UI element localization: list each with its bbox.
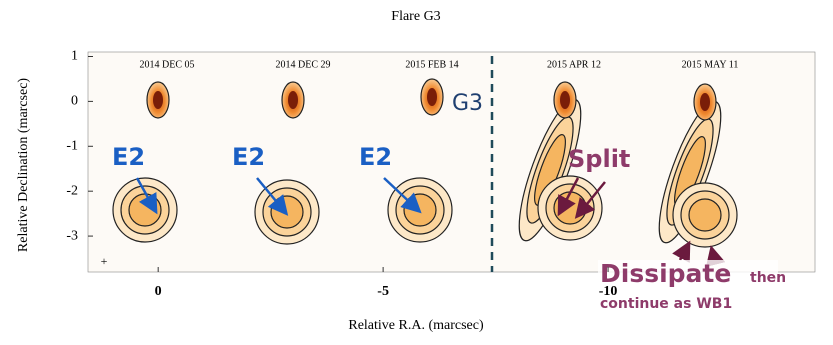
y-tick-label: 1	[71, 49, 78, 64]
y-tick-label: -3	[66, 228, 78, 243]
x-tick-label: -5	[377, 284, 389, 299]
x-tick-label: 0	[155, 284, 162, 299]
contour	[688, 198, 722, 232]
panel-date: 2015 MAY 11	[682, 59, 739, 70]
chart-title: Flare G3	[391, 9, 440, 24]
cross: +	[101, 254, 108, 268]
arrow	[135, 177, 158, 215]
core-inner	[153, 91, 163, 109]
arrow	[256, 177, 289, 216]
e2-label: E2	[232, 143, 265, 171]
panel-date: 2015 APR 12	[547, 59, 601, 70]
y-tick-label: 0	[71, 94, 78, 109]
x-axis-label: Relative R.A. (marcsec)	[348, 318, 484, 333]
annotations: E2 E2 E2 G3 Split Dissipate then continue as WB…	[112, 91, 786, 316]
y-tick-label: -1	[66, 139, 78, 154]
core-inner	[560, 91, 570, 109]
dissipate-label: Dissipate	[600, 259, 731, 288]
core-inner	[700, 93, 710, 111]
core-inner	[288, 91, 298, 109]
panel-date: 2015 FEB 14	[405, 59, 458, 70]
continue-label: continue as WB1	[600, 296, 732, 312]
panel-date: 2014 DEC 29	[276, 59, 331, 70]
arrow	[557, 177, 580, 217]
y-tick-label: -2	[66, 183, 78, 198]
y-axis-label: Relative Declination (marcsec)	[16, 78, 31, 252]
contour	[403, 193, 437, 227]
x-tick-label: -10	[599, 284, 618, 299]
split-label: Split	[568, 145, 630, 173]
arrow	[574, 181, 606, 219]
label-bg	[598, 260, 778, 316]
panel-date: 2014 DEC 05	[140, 59, 195, 70]
then-label: then	[750, 270, 786, 286]
contour	[553, 191, 587, 225]
contour	[128, 193, 162, 227]
e2-label: E2	[112, 143, 145, 171]
g3-label: G3	[452, 91, 483, 116]
arrow	[383, 177, 422, 214]
core-inner	[427, 88, 437, 106]
arrow	[672, 240, 691, 263]
contour	[534, 134, 566, 206]
e2-label: E2	[359, 143, 392, 171]
